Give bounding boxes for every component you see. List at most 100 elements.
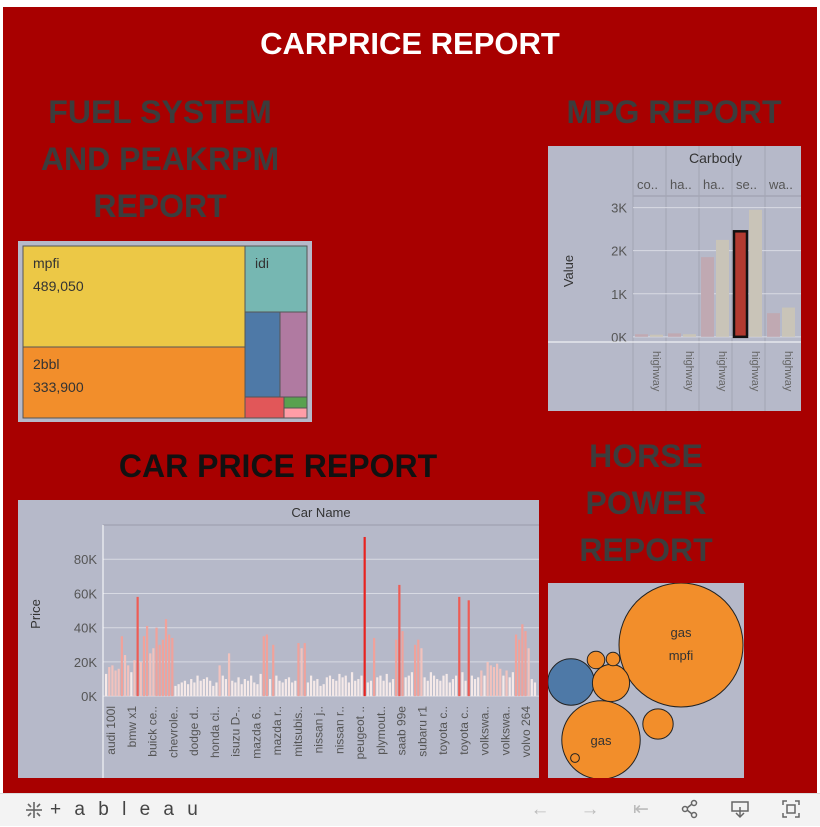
price-bar-15[interactable]: [152, 648, 155, 697]
price-bar-67[interactable]: [316, 679, 319, 697]
price-bar-120[interactable]: [483, 675, 486, 697]
mpg-bar-3-1[interactable]: [749, 209, 762, 337]
price-bar-57[interactable]: [284, 679, 287, 697]
mpg-bar-1-1[interactable]: [683, 334, 696, 337]
price-bar-33[interactable]: [209, 680, 212, 697]
mpg-bar-4-1[interactable]: [782, 307, 795, 337]
price-bar-85[interactable]: [373, 637, 376, 697]
price-bar-93[interactable]: [398, 584, 401, 697]
price-bar-90[interactable]: [388, 682, 392, 697]
price-bar-30[interactable]: [199, 680, 202, 697]
price-bar-64[interactable]: [306, 682, 310, 697]
price-bar-105[interactable]: [436, 679, 439, 697]
price-bar-70[interactable]: [325, 677, 328, 697]
price-bar-91[interactable]: [391, 679, 395, 697]
price-bar-100[interactable]: [420, 648, 423, 697]
price-bar-73[interactable]: [335, 680, 338, 697]
price-bar-110[interactable]: [451, 679, 455, 697]
price-bar-133[interactable]: [524, 631, 527, 697]
price-bar-119[interactable]: [480, 670, 483, 697]
car-price-chart[interactable]: Car Name 0K 20K 40K 60K 80K Price audi 100l bmw …: [18, 500, 539, 778]
mpg-bar-2-1[interactable]: [716, 239, 729, 337]
price-bar-113[interactable]: [461, 672, 464, 697]
bubble-0[interactable]: [618, 582, 744, 708]
price-bar-94[interactable]: [401, 631, 404, 697]
price-bar-54[interactable]: [275, 675, 278, 697]
price-bar-16[interactable]: [155, 627, 158, 697]
price-bar-2[interactable]: [111, 665, 114, 697]
price-bar-8[interactable]: [130, 672, 133, 697]
price-bar-21[interactable]: [171, 637, 174, 697]
price-bar-84[interactable]: [369, 680, 373, 697]
mpg-bar-0-0[interactable]: [635, 334, 648, 337]
redo-icon[interactable]: →: [580, 799, 600, 820]
price-bar-43[interactable]: [240, 684, 243, 697]
share-icon[interactable]: [677, 798, 703, 822]
price-bar-107[interactable]: [442, 675, 445, 697]
price-bar-99[interactable]: [417, 639, 420, 697]
price-bar-103[interactable]: [429, 672, 432, 697]
treemap-cell-4[interactable]: [279, 311, 308, 398]
price-bar-96[interactable]: [407, 675, 410, 697]
price-bar-9[interactable]: [133, 660, 136, 697]
price-bar-27[interactable]: [190, 679, 193, 697]
price-bar-104[interactable]: [432, 675, 436, 697]
price-bar-130[interactable]: [514, 634, 518, 697]
price-bar-108[interactable]: [445, 673, 448, 697]
price-bar-121[interactable]: [486, 661, 489, 697]
price-bar-102[interactable]: [426, 680, 429, 697]
price-bar-92[interactable]: [395, 639, 398, 697]
price-bar-88[interactable]: [382, 680, 385, 697]
price-bar-17[interactable]: [158, 644, 161, 697]
price-bar-72[interactable]: [332, 679, 335, 697]
bubble-5[interactable]: [586, 650, 606, 670]
price-bar-1[interactable]: [108, 667, 111, 697]
price-bar-44[interactable]: [243, 679, 246, 697]
fullscreen-icon[interactable]: [778, 798, 804, 822]
price-bar-35[interactable]: [215, 682, 218, 697]
price-bar-39[interactable]: [227, 653, 231, 697]
price-bar-48[interactable]: [256, 684, 259, 697]
mpg-bar-0-1[interactable]: [650, 334, 663, 337]
price-bar-118[interactable]: [477, 677, 480, 697]
horse-power-bubble-chart[interactable]: gas mpfi gas: [547, 582, 744, 780]
fuel-system-treemap[interactable]: mpfi 489,050 2bbl 333,900 idi: [18, 241, 312, 422]
price-bar-6[interactable]: [123, 655, 127, 697]
price-bar-86[interactable]: [376, 677, 379, 697]
price-bar-97[interactable]: [410, 672, 414, 697]
price-bar-112[interactable]: [458, 596, 461, 697]
price-bar-77[interactable]: [347, 682, 351, 697]
download-icon[interactable]: [727, 798, 753, 822]
price-bar-7[interactable]: [127, 665, 130, 697]
price-bar-71[interactable]: [328, 675, 332, 697]
price-bar-28[interactable]: [193, 682, 196, 697]
price-bar-37[interactable]: [221, 675, 224, 697]
price-bar-101[interactable]: [423, 677, 426, 697]
price-bar-60[interactable]: [294, 680, 297, 697]
treemap-cell-2[interactable]: [244, 245, 308, 313]
price-bar-29[interactable]: [196, 675, 199, 697]
price-bar-11[interactable]: [139, 661, 142, 697]
mpg-bar-1-0[interactable]: [668, 333, 681, 337]
price-bar-109[interactable]: [448, 682, 451, 697]
price-bar-89[interactable]: [385, 673, 388, 697]
price-bar-65[interactable]: [309, 675, 313, 697]
price-bar-132[interactable]: [521, 624, 524, 697]
price-bar-46[interactable]: [250, 675, 253, 697]
price-bar-31[interactable]: [202, 679, 205, 697]
price-bar-4[interactable]: [117, 668, 120, 697]
price-bar-38[interactable]: [224, 679, 228, 697]
price-bar-114[interactable]: [464, 680, 467, 697]
mpg-report-chart[interactable]: Carbody co.. ha.. ha.. se.. wa.. 0K 1K 2K 3K Value…: [548, 146, 801, 411]
bubble-4[interactable]: [642, 708, 674, 740]
price-bar-68[interactable]: [319, 685, 322, 697]
price-bar-123[interactable]: [492, 667, 496, 697]
price-bar-42[interactable]: [237, 677, 240, 697]
price-bar-124[interactable]: [496, 663, 499, 697]
tableau-logo[interactable]: + a b l e a u: [24, 799, 202, 821]
price-bar-24[interactable]: [180, 682, 183, 697]
price-bar-12[interactable]: [142, 636, 146, 697]
price-bar-59[interactable]: [291, 682, 294, 697]
price-bar-63[interactable]: [303, 643, 306, 697]
undo-icon[interactable]: ←: [530, 799, 550, 820]
